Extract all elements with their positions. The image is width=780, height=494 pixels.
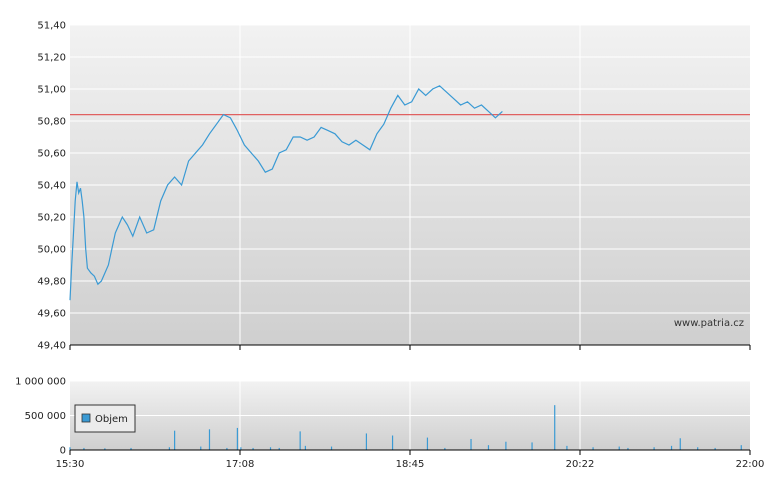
price-x-ticks [69,345,751,350]
x-tick-label: 20:22 [566,459,595,470]
volume-x-axis-labels: 15:30 17:08 18:45 20:22 22:00 [56,450,765,470]
price-grid [70,24,750,345]
price-y-tick-label: 49,80 [37,277,66,288]
price-y-tick-label: 49,60 [37,309,66,320]
volume-y-tick-label: 500 000 [25,411,66,422]
volume-legend: Objem [74,404,136,433]
x-tick-label: 15:30 [56,459,85,470]
price-y-tick-label: 51,40 [37,21,66,32]
price-y-tick-label: 51,20 [37,53,66,64]
x-tick-label: 17:08 [226,459,255,470]
volume-y-tick-label: 0 [60,446,66,457]
price-y-tick-label: 50,60 [37,149,66,160]
price-y-tick-label: 50,00 [37,245,66,256]
price-y-tick-label: 50,80 [37,117,66,128]
price-series-line [69,85,503,301]
x-tick-label: 22:00 [736,459,765,470]
legend-swatch [81,413,91,423]
price-y-tick-label: 49,40 [37,341,66,352]
volume-y-axis: 0 500 000 1 000 000 [15,377,66,457]
volume-bars [69,405,742,450]
volume-y-tick-label: 1 000 000 [15,377,66,388]
price-y-tick-label: 50,40 [37,181,66,192]
price-y-axis: 49,40 49,60 49,80 50,00 50,20 50,40 50,60 50,80… [37,21,66,352]
price-y-tick-label: 50,20 [37,213,66,224]
price-y-tick-label: 51,00 [37,85,66,96]
x-tick-label: 18:45 [396,459,425,470]
watermark: www.patria.cz [674,318,744,329]
legend-label: Objem [95,414,128,425]
volume-grid [70,380,750,450]
